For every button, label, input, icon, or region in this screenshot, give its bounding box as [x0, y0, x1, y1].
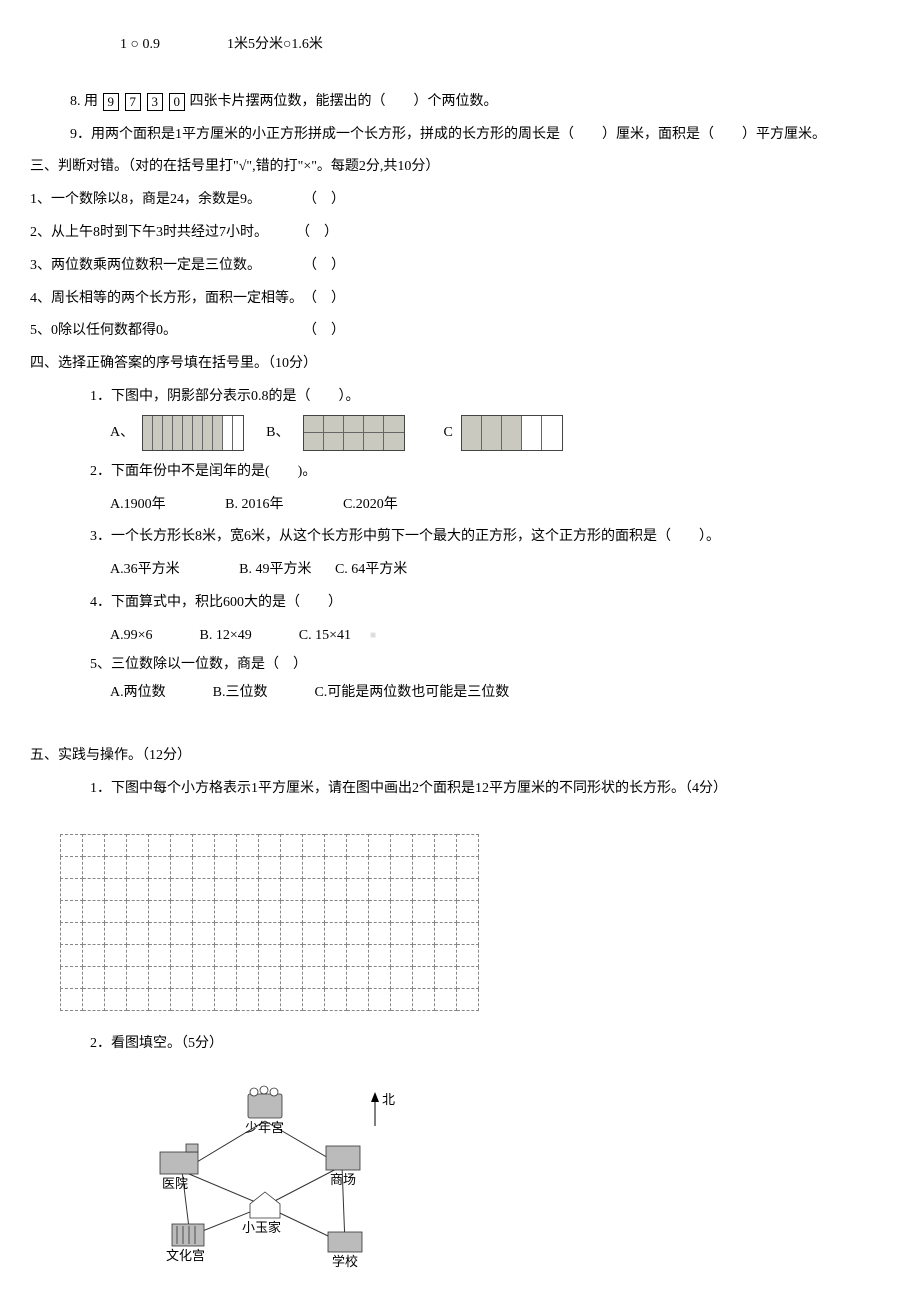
opt-c-label: C [443, 422, 452, 444]
node-mall: 商场 [330, 1172, 356, 1187]
q8-prefix: 8. 用 [70, 94, 98, 109]
q4-2-a: A.1900年 [110, 497, 166, 512]
s3-item-1: 1、一个数除以8，商是24，余数是9。 （ ） [30, 185, 890, 216]
question-8: 8. 用 9 7 3 0 四张卡片摆两位数，能摆出的（ ）个两位数。 [30, 87, 890, 118]
rect-a [142, 415, 244, 451]
q4-4-a: A.99×6 [110, 628, 153, 643]
q5-2: 2．看图填空。（5分） [30, 1029, 890, 1060]
q4-3-opts: A.36平方米 B. 49平方米 C. 64平方米 [30, 555, 890, 586]
north-arrow: 北 [371, 1092, 395, 1126]
section-4-title: 四、选择正确答案的序号填在括号里。（10分） [30, 349, 890, 380]
q4-2-c: C.2020年 [343, 497, 398, 512]
q4-4: 4．下面算式中，积比600大的是（ ） [30, 588, 890, 619]
s3-item-2: 2、从上午8时到下午3时共经过7小时。 （ ） [30, 218, 890, 249]
q4-5-opts: A.两位数 B.三位数 C.可能是两位数也可能是三位数 [30, 678, 890, 709]
compare-left: 1 ○ 0.9 [120, 37, 160, 52]
card-3: 3 [147, 93, 164, 111]
q4-2-opts: A.1900年 B. 2016年 C.2020年 [30, 490, 890, 521]
q4-2-b: B. 2016年 [225, 497, 283, 512]
q4-3-c: C. 64平方米 [335, 562, 407, 577]
question-9: 9．用两个面积是1平方厘米的小正方形拼成一个长方形，拼成的长方形的周长是（ ）厘… [30, 120, 890, 151]
q4-3: 3．一个长方形长8米，宽6米，从这个长方形中剪下一个最大的正方形，这个正方形的面… [30, 522, 890, 553]
watermark-icon: ■ [370, 625, 376, 647]
q4-5-b: B.三位数 [213, 685, 268, 700]
compare-right: 1米5分米○1.6米 [227, 37, 323, 52]
opt-b-label: B、 [266, 422, 289, 444]
compare-row: 1 ○ 0.9 1米5分米○1.6米 [30, 30, 890, 61]
node-school: 学校 [332, 1254, 358, 1269]
q4-2: 2．下面年份中不是闰年的是( )。 [30, 457, 890, 488]
section-3-title: 三、判断对错。（对的在括号里打"√",错的打"×"。每题2分,共10分） [30, 152, 890, 183]
q4-5-a: A.两位数 [110, 685, 166, 700]
node-culture: 文化宫 [166, 1248, 205, 1263]
q4-4-opts: A.99×6 B. 12×49 C. 15×41 ■ [30, 621, 890, 652]
q5-1: 1．下图中每个小方格表示1平方厘米，请在图中画出2个面积是12平方厘米的不同形状… [30, 774, 890, 805]
q4-3-b: B. 49平方米 [239, 562, 311, 577]
q4-1: 1．下图中，阴影部分表示0.8的是（ ）。 [30, 382, 890, 413]
node-home: 小玉家 [242, 1220, 281, 1235]
s3-item-3: 3、两位数乘两位数积一定是三位数。 （ ） [30, 251, 890, 282]
north-label: 北 [382, 1092, 395, 1107]
rect-b [303, 415, 405, 451]
q4-1-options: A、 B、 C [30, 415, 890, 451]
card-0: 0 [169, 93, 186, 111]
q4-4-c: C. 15×41 [299, 628, 351, 643]
map-diagram: 北 少年宫 医院 商场 小玉家 文化宫 学校 [130, 1076, 410, 1276]
opt-a-label: A、 [110, 422, 134, 444]
q4-4-b: B. 12×49 [200, 628, 252, 643]
card-7: 7 [125, 93, 142, 111]
s3-item-5: 5、0除以任何数都得0。 （ ） [30, 316, 890, 347]
dashed-grid [60, 834, 479, 1011]
q4-5: 5、三位数除以一位数，商是（ ） [30, 654, 890, 676]
node-youth: 少年宫 [245, 1120, 284, 1135]
q4-3-a: A.36平方米 [110, 562, 180, 577]
q8-suffix: 四张卡片摆两位数，能摆出的（ ）个两位数。 [190, 94, 498, 109]
section-5-title: 五、实践与操作。（12分） [30, 741, 890, 772]
card-9: 9 [103, 93, 120, 111]
s3-item-4: 4、周长相等的两个长方形，面积一定相等。 （ ） [30, 284, 890, 315]
node-hospital: 医院 [162, 1176, 188, 1191]
q4-5-c: C.可能是两位数也可能是三位数 [314, 685, 509, 700]
rect-c [461, 415, 563, 451]
